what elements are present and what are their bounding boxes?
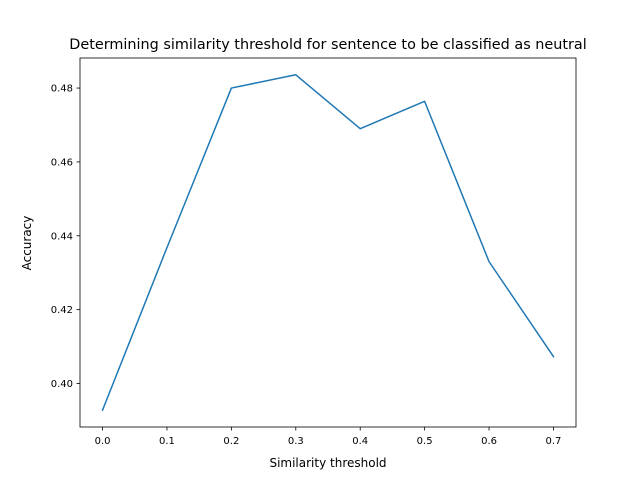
x-tick-label: 0.2 xyxy=(223,436,239,447)
x-tick-label: 0.3 xyxy=(288,436,304,447)
y-tick-label: 0.46 xyxy=(51,158,73,169)
x-tick-label: 0.0 xyxy=(95,436,111,447)
chart-title: Determining similarity threshold for sen… xyxy=(69,37,586,53)
x-tick-label: 0.1 xyxy=(159,436,175,447)
x-tick-label: 0.7 xyxy=(546,436,562,447)
x-tick-label: 0.6 xyxy=(481,436,497,447)
y-tick-label: 0.44 xyxy=(51,231,73,242)
x-tick-label: 0.5 xyxy=(417,436,433,447)
y-axis-label: Accuracy xyxy=(20,216,34,271)
y-tick-label: 0.40 xyxy=(51,379,73,390)
x-axis-label: Similarity threshold xyxy=(269,456,386,470)
y-tick-label: 0.42 xyxy=(51,305,73,316)
x-tick-label: 0.4 xyxy=(352,436,368,447)
y-tick-label: 0.48 xyxy=(51,84,73,95)
